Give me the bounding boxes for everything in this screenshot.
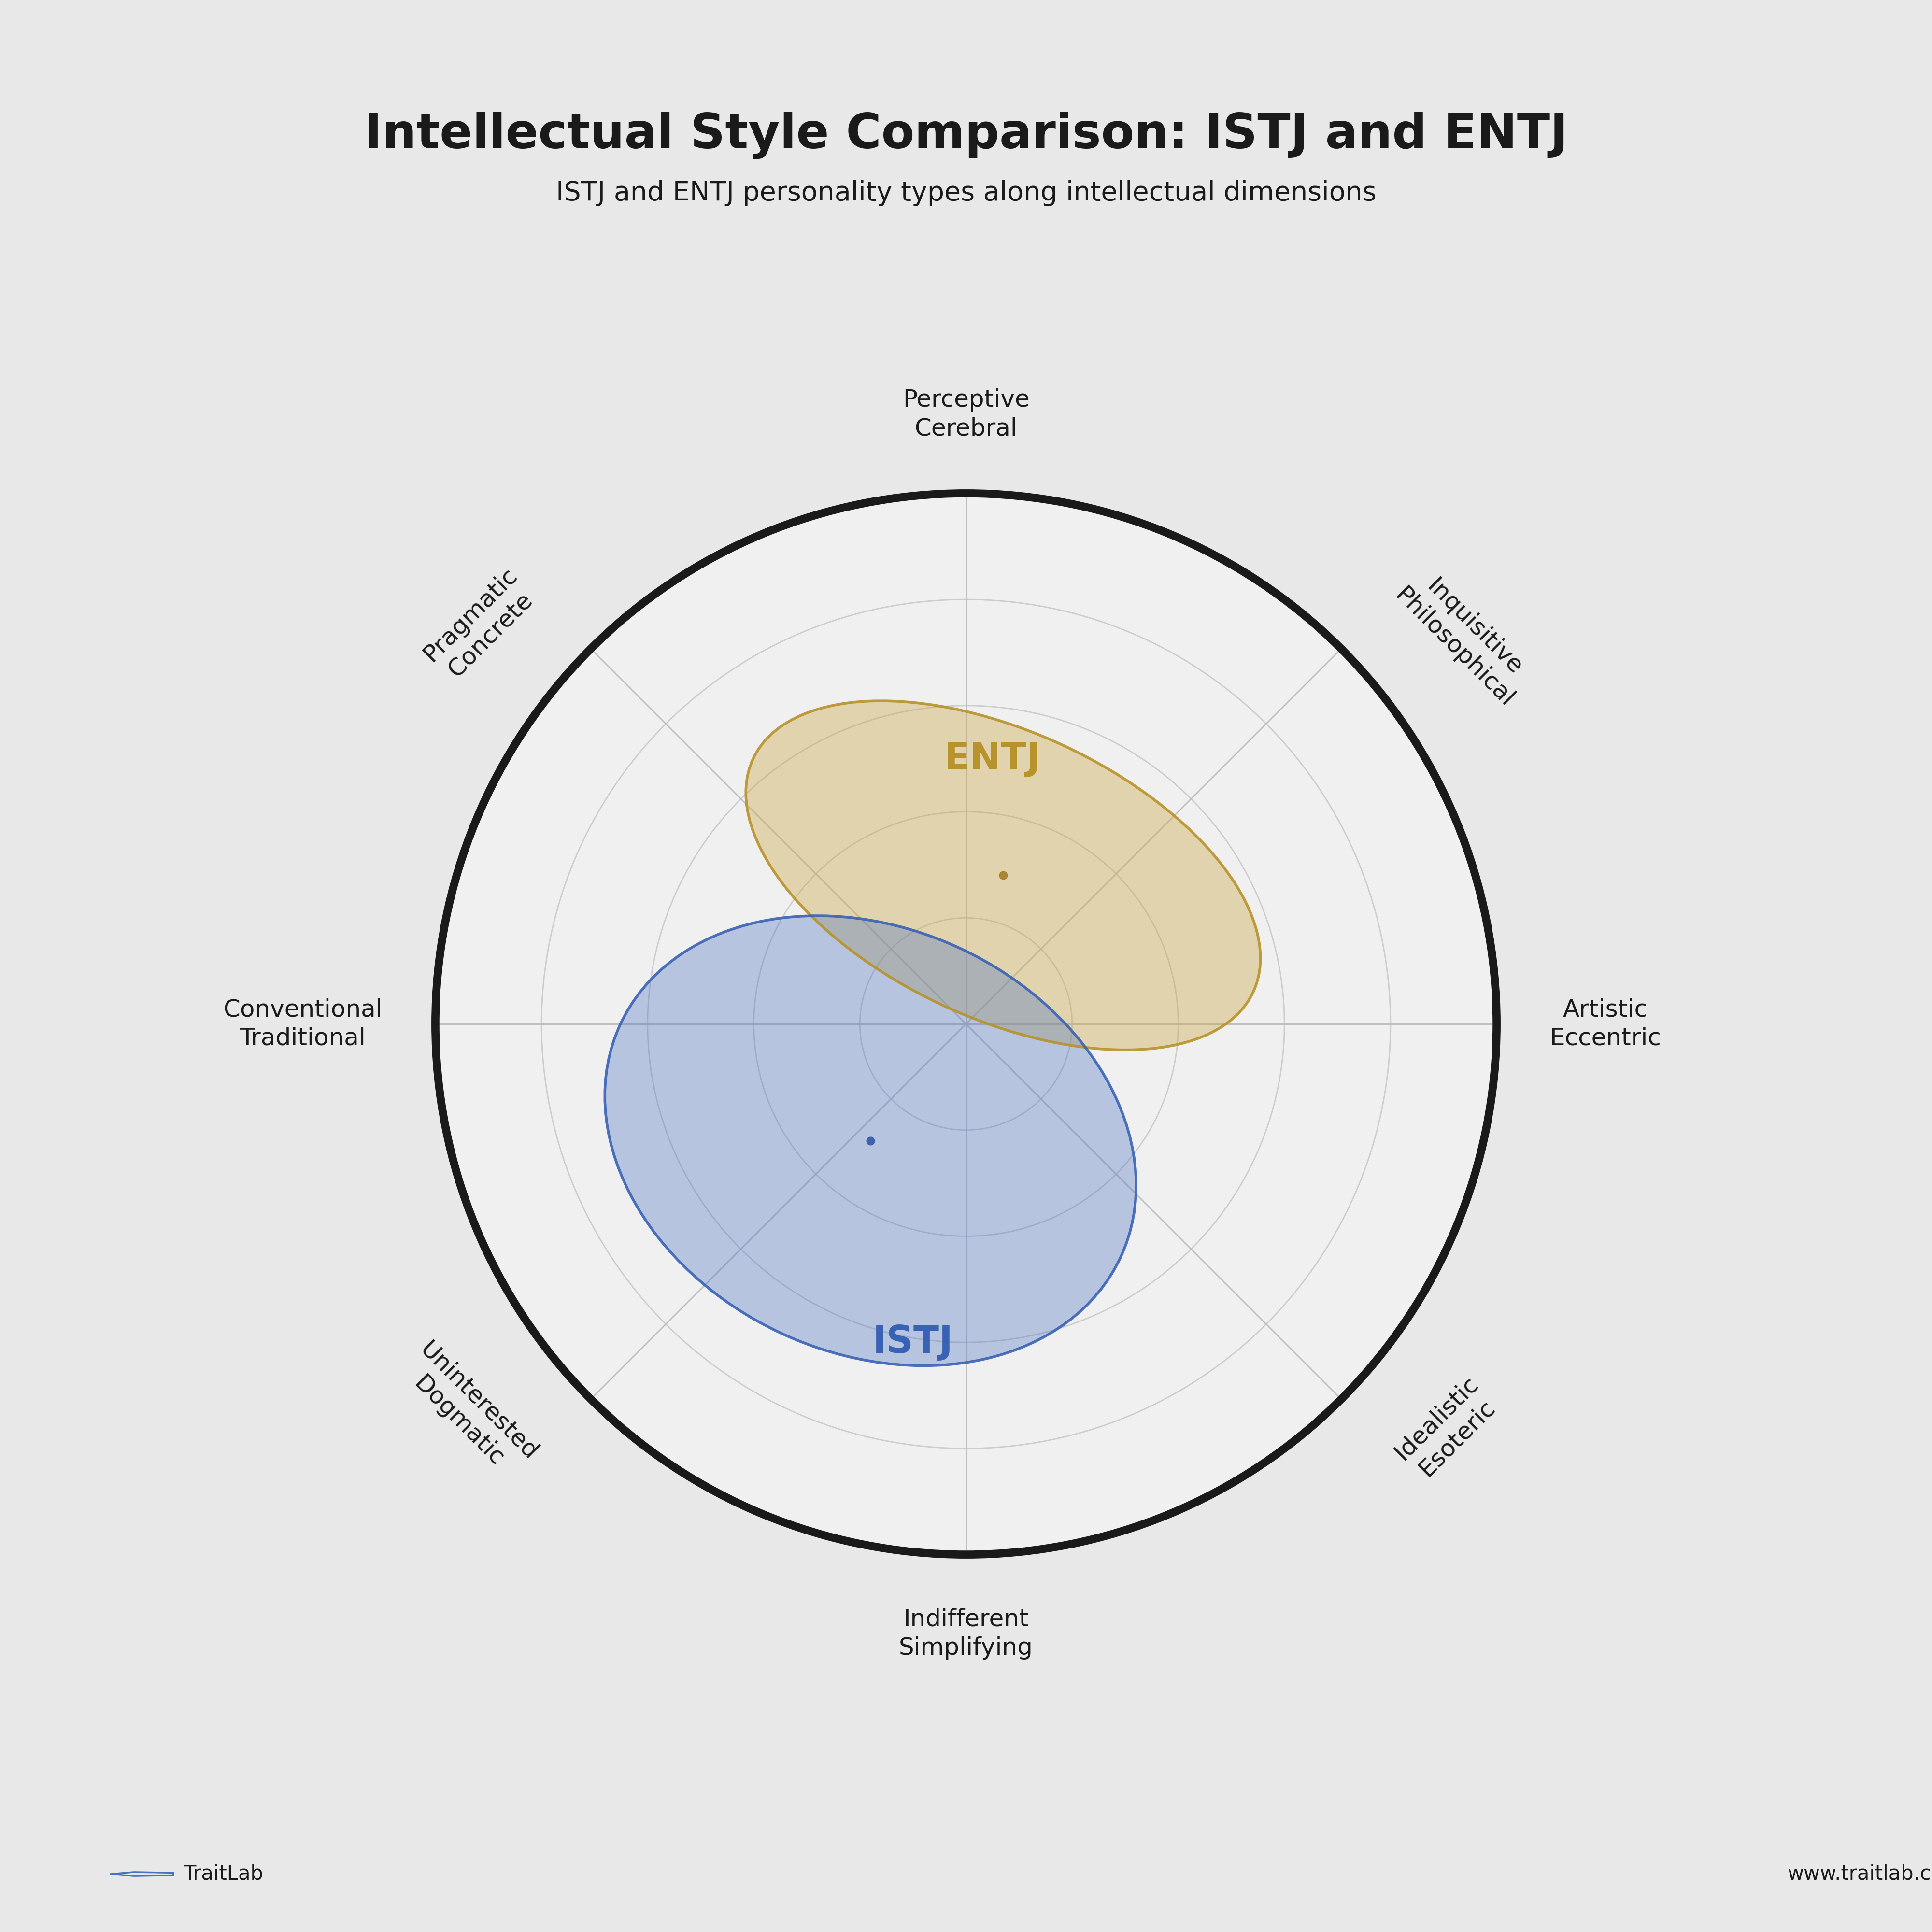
Text: ISTJ and ENTJ personality types along intellectual dimensions: ISTJ and ENTJ personality types along in… bbox=[556, 180, 1376, 207]
Text: ISTJ: ISTJ bbox=[873, 1323, 952, 1360]
Text: Inquisitive
Philosophical: Inquisitive Philosophical bbox=[1389, 564, 1538, 711]
Text: TraitLab: TraitLab bbox=[184, 1864, 263, 1884]
Text: Perceptive
Cerebral: Perceptive Cerebral bbox=[902, 388, 1030, 440]
Text: www.traitlab.com: www.traitlab.com bbox=[1787, 1864, 1932, 1884]
Text: Artistic
Eccentric: Artistic Eccentric bbox=[1549, 999, 1662, 1049]
Circle shape bbox=[435, 493, 1497, 1555]
Text: Indifferent
Simplifying: Indifferent Simplifying bbox=[898, 1607, 1034, 1660]
Text: Pragmatic
Concrete: Pragmatic Concrete bbox=[419, 564, 543, 686]
Text: Uninterested
Dogmatic: Uninterested Dogmatic bbox=[394, 1337, 543, 1484]
Ellipse shape bbox=[605, 916, 1136, 1366]
Text: ENTJ: ENTJ bbox=[945, 740, 1041, 777]
Text: Intellectual Style Comparison: ISTJ and ENTJ: Intellectual Style Comparison: ISTJ and … bbox=[363, 112, 1569, 158]
Text: Conventional
Traditional: Conventional Traditional bbox=[222, 999, 383, 1049]
Ellipse shape bbox=[746, 701, 1260, 1049]
Text: Idealistic
Esoteric: Idealistic Esoteric bbox=[1389, 1372, 1503, 1484]
